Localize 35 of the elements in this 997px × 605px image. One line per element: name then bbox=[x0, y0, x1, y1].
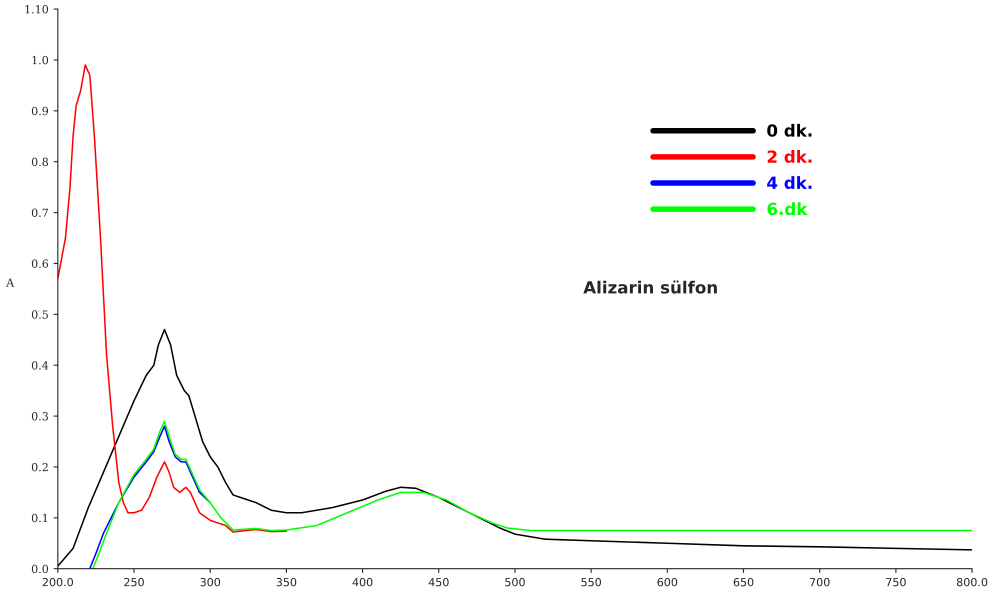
x-tick-label: 500 bbox=[505, 578, 525, 586]
text: 4 dk. bbox=[767, 176, 812, 190]
y-tick-label: 0.9 bbox=[32, 106, 48, 116]
y-tick-label: 0.3 bbox=[32, 412, 48, 420]
y-tick-label: 0.0 bbox=[32, 564, 48, 574]
y-tick-label: 0.2 bbox=[32, 462, 48, 472]
text: 6.dk bbox=[767, 202, 808, 216]
y-tick-label: 1.10 bbox=[25, 5, 48, 14]
y-tick-label: 0.4 bbox=[32, 361, 48, 370]
y-tick-label: 0.7 bbox=[32, 208, 48, 217]
y-tick-label: 0.8 bbox=[32, 158, 48, 166]
x-tick-label: 450 bbox=[428, 578, 449, 586]
x-tick-label: 600 bbox=[657, 578, 678, 586]
line-series bbox=[58, 328, 972, 567]
y-tick-label: 1.0 bbox=[32, 56, 48, 64]
annotation: Alizarin sülfon bbox=[583, 280, 717, 294]
x-tick-label: 200.0 bbox=[42, 578, 73, 586]
line-series bbox=[92, 420, 972, 569]
line-series bbox=[58, 64, 288, 533]
x-tick-label: 750 bbox=[886, 578, 906, 586]
text: 2 dk. bbox=[768, 150, 812, 163]
x-tick-label: 700 bbox=[810, 578, 830, 586]
x-tick-label: 650 bbox=[734, 578, 754, 586]
x-tick-label: 350 bbox=[276, 578, 296, 586]
y-tick-label: 0.1 bbox=[32, 514, 48, 522]
x-tick-label: 250 bbox=[124, 578, 144, 586]
line-series bbox=[89, 425, 211, 569]
text: 0 dk. bbox=[767, 124, 812, 137]
x-tick-label: 300 bbox=[200, 578, 220, 586]
y-axis-title: A bbox=[6, 278, 14, 287]
y-tick-label: 0.6 bbox=[32, 259, 48, 268]
x-tick-label: 550 bbox=[581, 578, 602, 586]
x-tick-label: 800.0 bbox=[956, 578, 988, 586]
y-tick-label: 0.5 bbox=[32, 310, 48, 319]
x-tick-label: 400 bbox=[352, 578, 372, 586]
